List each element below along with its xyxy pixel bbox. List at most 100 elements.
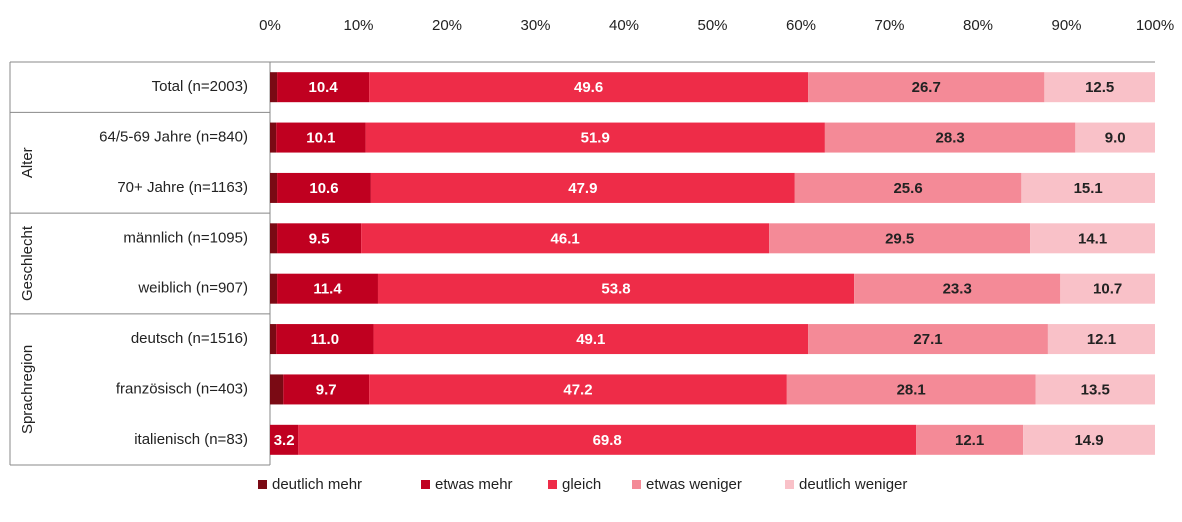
- data-label: 47.9: [568, 180, 597, 197]
- data-label: 47.2: [563, 381, 592, 398]
- group-label: Geschlecht: [19, 225, 36, 301]
- bar-segment: [270, 122, 277, 153]
- data-label: 28.1: [897, 381, 926, 398]
- data-label: 29.5: [885, 230, 914, 247]
- x-tick-label: 80%: [963, 17, 993, 34]
- bar-segment: [277, 273, 378, 304]
- bar-segment: [1044, 72, 1155, 103]
- data-label: 51.9: [581, 130, 610, 147]
- bar-segment: [270, 424, 299, 455]
- data-label: 25.6: [893, 180, 922, 197]
- legend-marker: [421, 480, 430, 489]
- legend-marker: [632, 480, 641, 489]
- bar-segment: [276, 122, 366, 153]
- data-label: 10.1: [306, 130, 335, 147]
- data-label: 69.8: [593, 432, 622, 449]
- bar-segment: [854, 273, 1061, 304]
- bar-segment: [361, 223, 770, 254]
- data-label: 26.7: [912, 79, 941, 96]
- bar-segment: [769, 223, 1031, 254]
- data-label: 14.9: [1074, 432, 1103, 449]
- bar-segment: [1023, 424, 1155, 455]
- legend-label: gleich: [562, 476, 601, 493]
- group-label: Alter: [19, 147, 36, 178]
- x-tick-label: 40%: [609, 17, 639, 34]
- bar-segment: [1047, 324, 1155, 355]
- legend-marker: [785, 480, 794, 489]
- bar-segment: [370, 172, 795, 203]
- y-tick-label: weiblich (n=907): [137, 280, 248, 297]
- data-label: 49.1: [576, 331, 605, 348]
- x-tick-label: 0%: [259, 17, 281, 34]
- data-label: 13.5: [1081, 381, 1110, 398]
- bar-segment: [808, 72, 1045, 103]
- y-tick-label: französisch (n=403): [116, 380, 248, 397]
- bar-segment: [270, 72, 278, 103]
- legend-marker: [548, 480, 557, 489]
- data-label: 11.4: [313, 281, 342, 298]
- bar-segment: [916, 424, 1024, 455]
- data-label: 9.0: [1105, 130, 1126, 147]
- bar-segment: [369, 72, 809, 103]
- legend-label: deutlich weniger: [799, 476, 907, 493]
- data-label: 46.1: [551, 230, 580, 247]
- data-label: 11.0: [311, 331, 339, 348]
- data-label: 9.5: [309, 230, 330, 247]
- bar-segment: [824, 122, 1076, 153]
- data-label: 49.6: [574, 79, 603, 96]
- bar-segment: [270, 324, 277, 355]
- data-label: 3.2: [274, 432, 295, 449]
- bar-segment: [270, 374, 284, 405]
- bar-segment: [373, 324, 809, 355]
- bar-segment: [270, 172, 278, 203]
- bar-segment: [270, 273, 278, 304]
- bar-segment: [283, 374, 370, 405]
- y-tick-label: männlich (n=1095): [123, 229, 248, 246]
- bar-segment: [277, 72, 370, 103]
- legend-label: deutlich mehr: [272, 476, 362, 493]
- y-tick-label: deutsch (n=1516): [131, 330, 248, 347]
- data-label: 10.7: [1093, 281, 1122, 298]
- x-tick-label: 90%: [1051, 17, 1081, 34]
- data-label: 14.1: [1078, 230, 1107, 247]
- x-tick-label: 100%: [1136, 17, 1174, 34]
- bar-segment: [277, 223, 362, 254]
- x-tick-label: 10%: [343, 17, 373, 34]
- bar-segment: [808, 324, 1048, 355]
- bar-segment: [369, 374, 787, 405]
- legend-label: etwas mehr: [435, 476, 513, 493]
- y-tick-label: italienisch (n=83): [134, 431, 248, 448]
- x-tick-label: 50%: [697, 17, 727, 34]
- data-label: 53.8: [601, 281, 630, 298]
- y-tick-label: 64/5-69 Jahre (n=840): [99, 129, 248, 146]
- data-label: 15.1: [1074, 180, 1103, 197]
- legend-marker: [258, 480, 267, 489]
- data-label: 12.5: [1085, 79, 1114, 96]
- bar-segment: [276, 324, 374, 355]
- x-tick-label: 20%: [432, 17, 462, 34]
- bar-segment: [377, 273, 855, 304]
- x-tick-label: 60%: [786, 17, 816, 34]
- bar-segment: [298, 424, 917, 455]
- bar-segment: [365, 122, 825, 153]
- data-label: 9.7: [316, 381, 337, 398]
- data-label: 23.3: [943, 281, 972, 298]
- y-tick-label: 70+ Jahre (n=1163): [117, 179, 248, 196]
- bar-segment: [1060, 273, 1155, 304]
- x-tick-label: 30%: [520, 17, 550, 34]
- data-label: 12.1: [955, 432, 984, 449]
- bar-segment: [1035, 374, 1155, 405]
- bar-segment: [786, 374, 1036, 405]
- bar-segment: [1075, 122, 1155, 153]
- data-label: 10.4: [308, 79, 338, 96]
- y-tick-label: Total (n=2003): [152, 78, 248, 95]
- data-label: 28.3: [936, 130, 965, 147]
- bar-segment: [270, 223, 278, 254]
- data-label: 12.1: [1087, 331, 1116, 348]
- bar-segment: [1021, 172, 1155, 203]
- bar-segment: [794, 172, 1022, 203]
- legend-label: etwas weniger: [646, 476, 742, 493]
- x-tick-label: 70%: [874, 17, 904, 34]
- bar-segment: [277, 172, 371, 203]
